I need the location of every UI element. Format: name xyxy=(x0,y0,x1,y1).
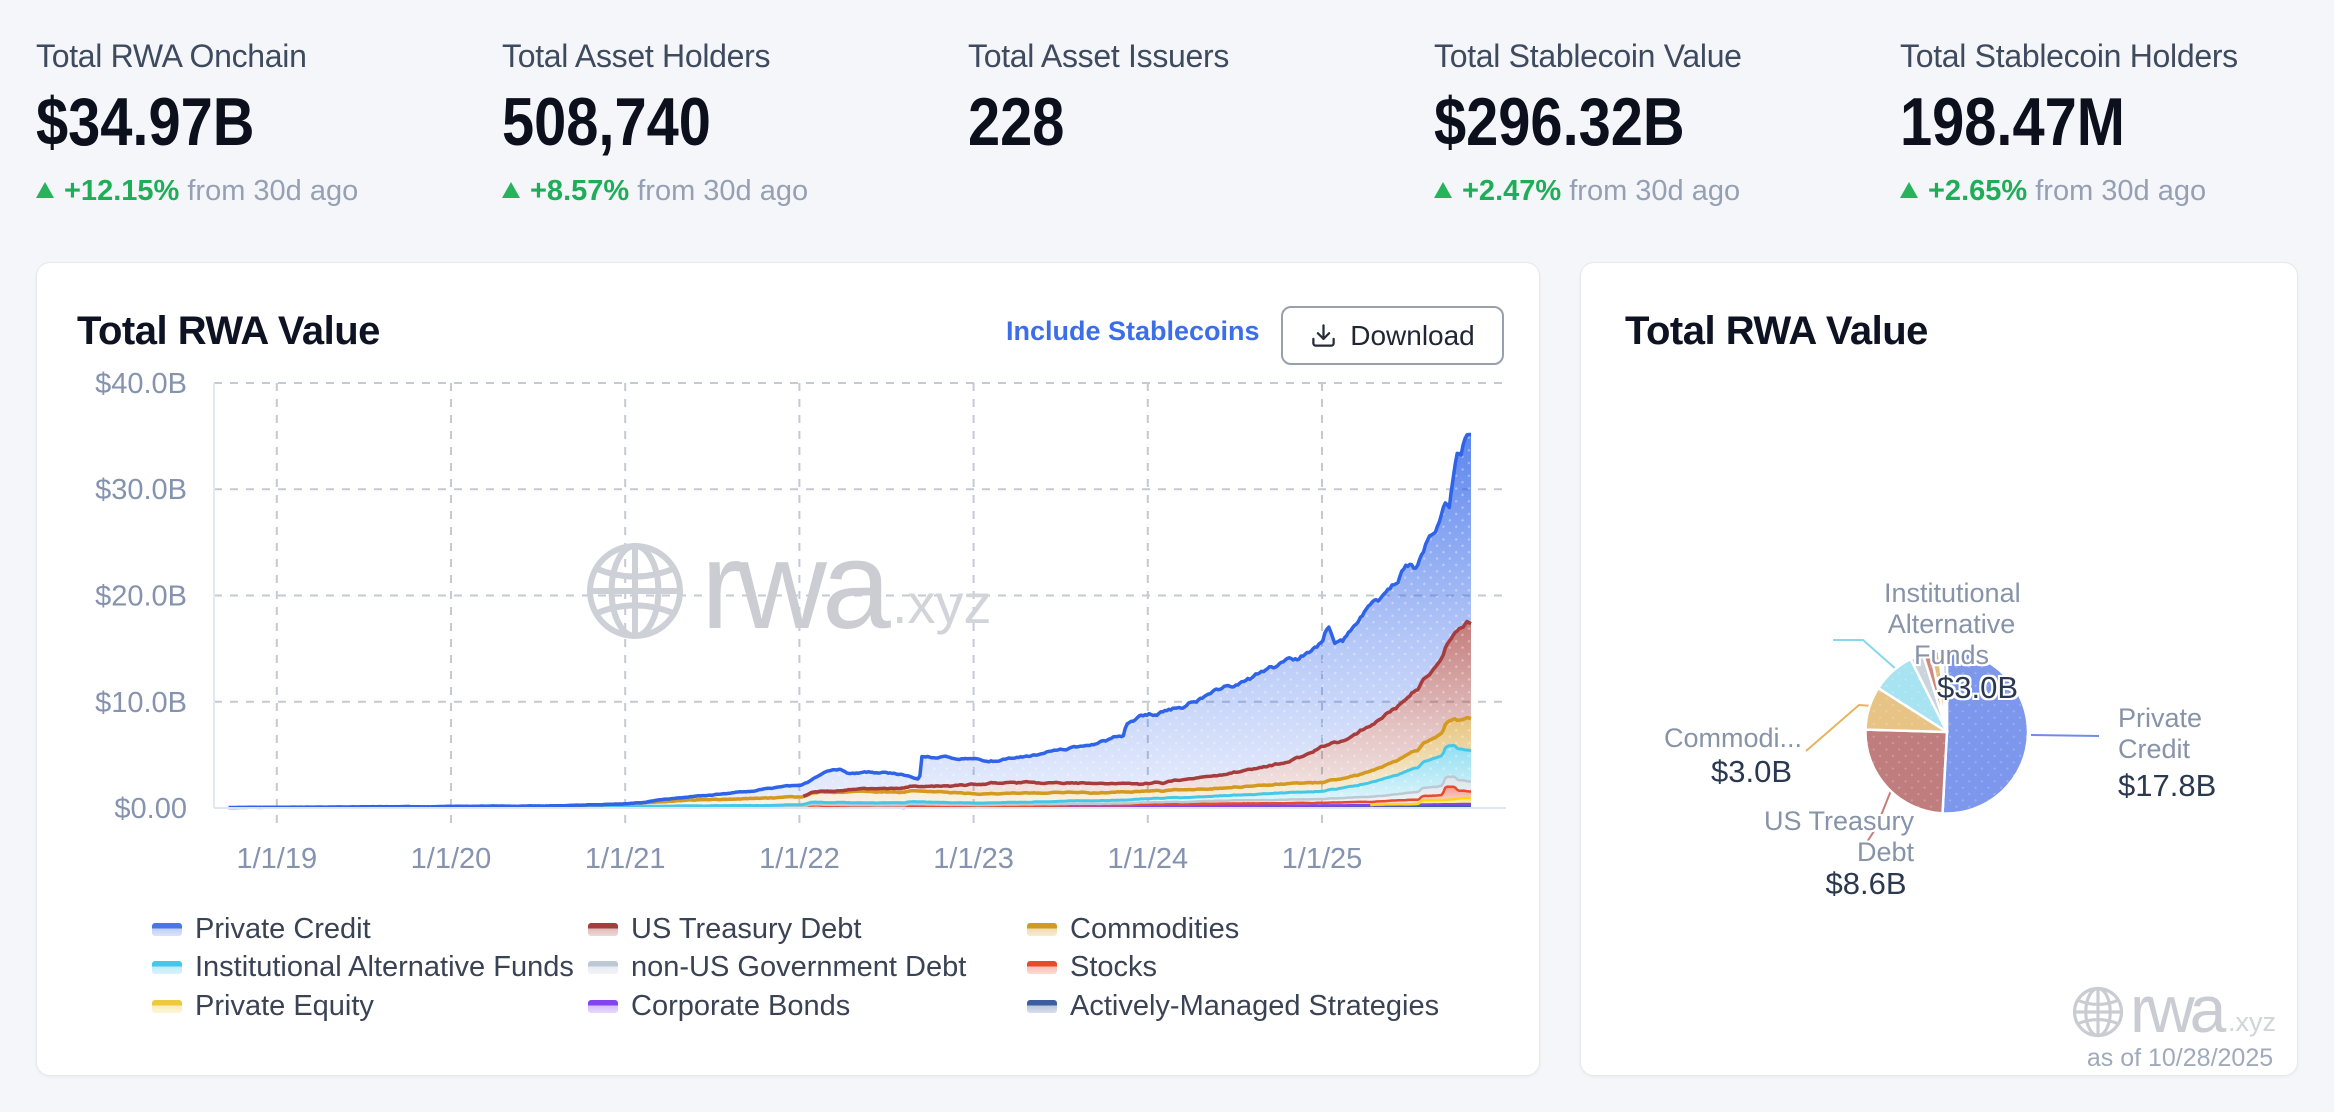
svg-text:$20.0B: $20.0B xyxy=(95,581,187,613)
svg-text:1/1/22: 1/1/22 xyxy=(759,843,840,875)
svg-text:$0.00: $0.00 xyxy=(114,793,187,825)
svg-text:1/1/25: 1/1/25 xyxy=(1282,843,1363,875)
svg-text:1/1/23: 1/1/23 xyxy=(933,843,1014,875)
svg-text:1/1/24: 1/1/24 xyxy=(1107,843,1188,875)
svg-text:as of 10/28/2025: as of 10/28/2025 xyxy=(2087,1044,2273,1072)
svg-text:.xyz: .xyz xyxy=(892,572,992,635)
svg-text:1/1/21: 1/1/21 xyxy=(585,843,666,875)
svg-text:$10.0B: $10.0B xyxy=(95,687,187,719)
svg-text:$40.0B: $40.0B xyxy=(95,368,187,400)
svg-text:rwa: rwa xyxy=(701,517,891,655)
svg-text:.xyz: .xyz xyxy=(2228,1007,2276,1037)
svg-text:rwa: rwa xyxy=(2130,972,2227,1046)
svg-text:1/1/20: 1/1/20 xyxy=(411,843,492,875)
svg-text:$30.0B: $30.0B xyxy=(95,474,187,506)
svg-text:1/1/19: 1/1/19 xyxy=(236,843,317,875)
